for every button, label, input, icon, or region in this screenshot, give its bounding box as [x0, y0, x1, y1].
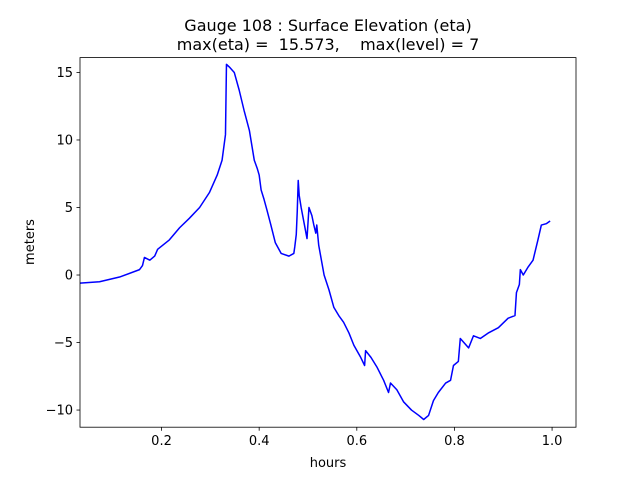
y-tick-label: 15	[56, 66, 73, 81]
y-axis-label: meters	[23, 219, 38, 265]
data-line	[80, 63, 551, 421]
x-axis-label: hours	[310, 456, 347, 471]
chart-title: Gauge 108 : Surface Elevation (eta)	[184, 16, 471, 35]
y-tick-label: 10	[56, 133, 73, 148]
x-tick-label: 1.0	[542, 434, 563, 449]
x-tick-label: 0.4	[249, 434, 270, 449]
y-tick-label: 5	[65, 201, 73, 216]
chart-subtitle: max(eta) = 15.573, max(level) = 7	[177, 35, 480, 54]
plot-frame	[79, 57, 577, 428]
x-tick-label: 0.6	[346, 434, 367, 449]
y-tick-label: −10	[46, 404, 73, 419]
x-tick-label: 0.2	[151, 434, 172, 449]
y-tick-label: −5	[54, 336, 73, 351]
x-tick-label: 0.8	[444, 434, 465, 449]
y-tick-label: 0	[65, 269, 73, 284]
